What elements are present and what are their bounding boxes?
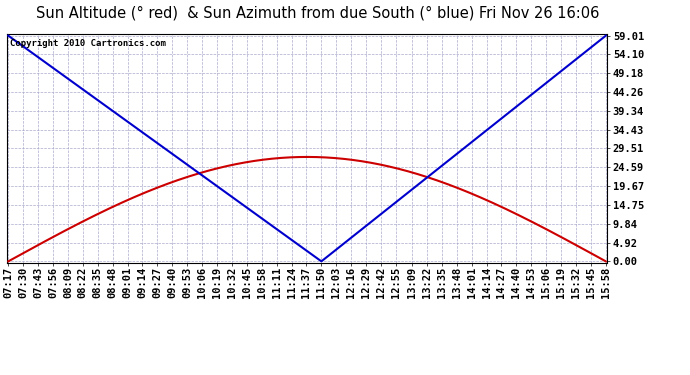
Text: Copyright 2010 Cartronics.com: Copyright 2010 Cartronics.com <box>10 39 166 48</box>
Text: Sun Altitude (° red)  & Sun Azimuth from due South (° blue) Fri Nov 26 16:06: Sun Altitude (° red) & Sun Azimuth from … <box>36 6 599 21</box>
